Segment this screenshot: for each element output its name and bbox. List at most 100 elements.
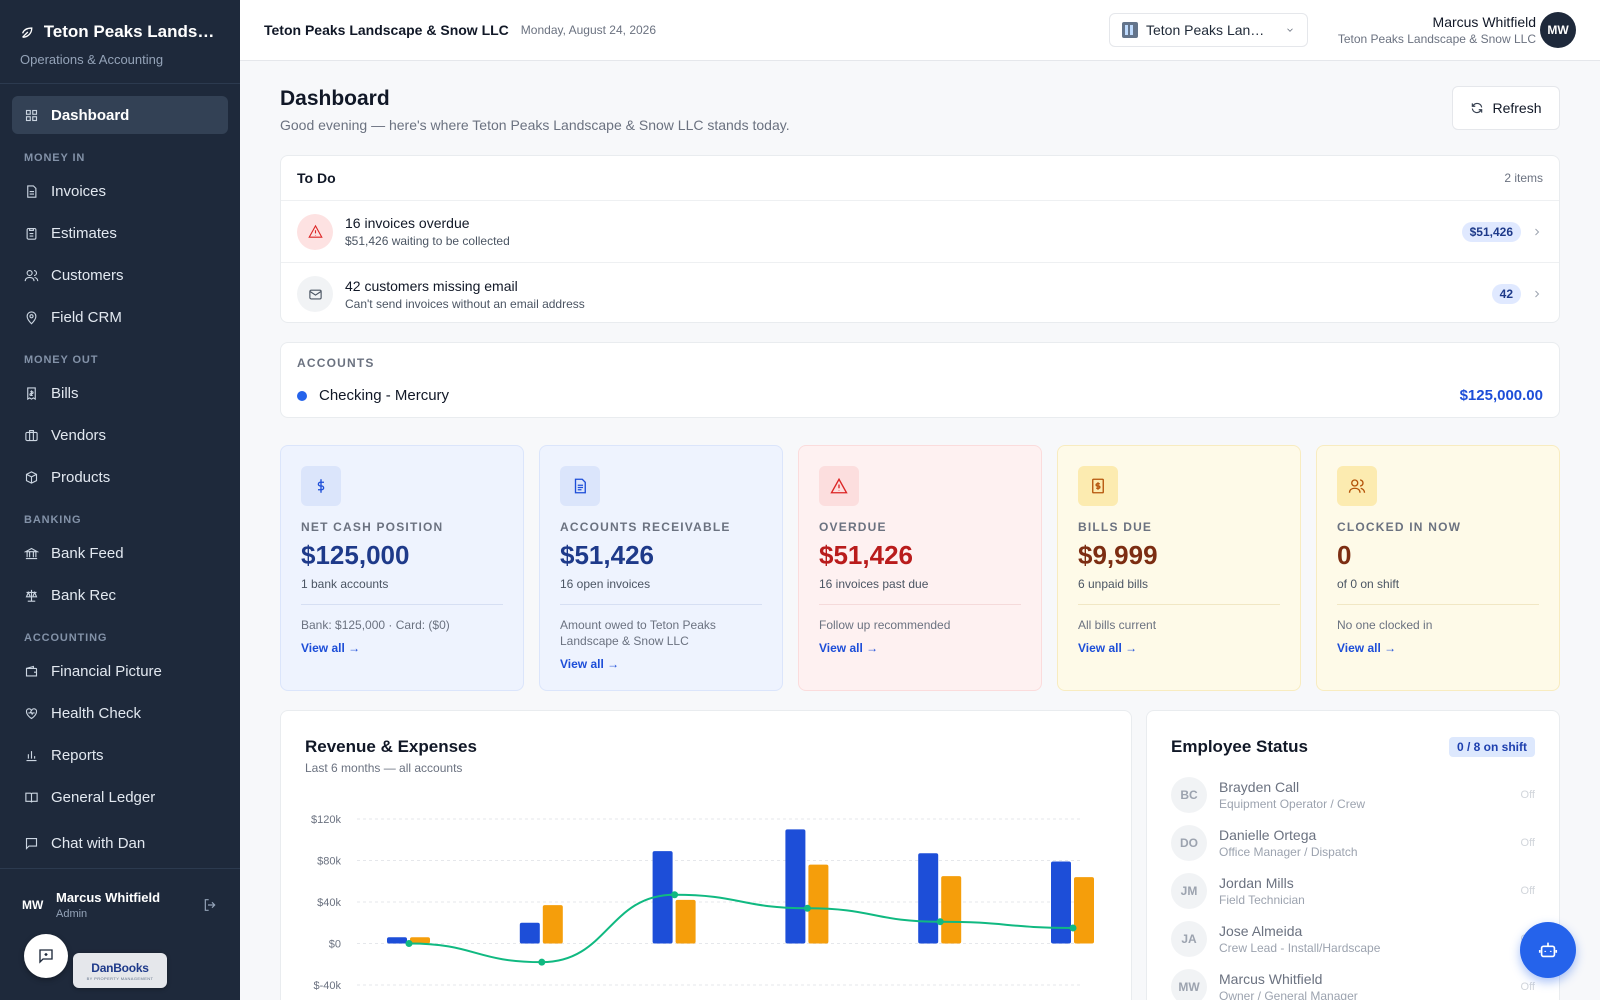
company-select-value: Teton Peaks Landscape & Snow LLC	[1146, 22, 1270, 38]
sidebar-item-products[interactable]: Products	[12, 458, 228, 496]
mail-icon-wrap	[297, 276, 333, 312]
bar-0-0	[387, 937, 407, 944]
todo-card: To Do 2 items 16 invoices overdue $51,42…	[280, 155, 1560, 323]
refresh-button[interactable]: Refresh	[1452, 86, 1560, 130]
page-title: Dashboard	[280, 87, 390, 110]
chevron-down-icon	[1287, 28, 1293, 32]
grid-icon	[25, 109, 38, 121]
y-tick-label: $-40k	[313, 980, 341, 992]
line-point-4	[936, 918, 944, 926]
bar-0-2	[652, 851, 673, 944]
kpi-view-all-link[interactable]: View all →	[1337, 641, 1397, 655]
todo-item-pill: 42	[1491, 284, 1521, 304]
kpi-value: $51,426	[819, 540, 913, 570]
kpi-label: CLOCKED IN NOW	[1337, 520, 1462, 534]
employee-status: Off	[1520, 981, 1535, 993]
employee-status: Off	[1520, 789, 1535, 801]
sidebar-item-label: Customers	[51, 266, 124, 284]
danbooks-tagline: BY PROPERTY MANAGEMENT	[86, 975, 154, 981]
danbooks-badge[interactable]: DanBooks BY PROPERTY MANAGEMENT	[73, 953, 167, 988]
chat-launcher-button[interactable]	[24, 934, 68, 978]
revenue-expenses-card: Revenue & Expenses Last 6 months — all a…	[280, 710, 1132, 1000]
kpi-note: All bills current	[1078, 618, 1157, 632]
nav-section-money-out: MONEY OUT	[24, 354, 99, 366]
todo-item-pill: $51,426	[1461, 221, 1521, 242]
alert-triangle-icon	[830, 477, 848, 494]
kpi-value: $51,426	[560, 540, 654, 570]
main-content: Dashboard Good evening — here's where Te…	[240, 61, 1600, 1000]
y-tick-label: $80k	[317, 856, 341, 868]
kpi-note: Bank: $125,000 · Card: ($0)	[301, 618, 450, 632]
employee-name: Marcus Whitfield	[1219, 971, 1323, 987]
todo-item-overdue[interactable]: 16 invoices overdue $51,426 waiting to b…	[281, 201, 1559, 263]
sidebar-item-customers[interactable]: Customers	[12, 256, 228, 294]
message-square-icon	[25, 837, 38, 850]
sidebar-item-general-ledger[interactable]: General Ledger	[12, 778, 228, 816]
sidebar-item-bank-rec[interactable]: Bank Rec	[12, 576, 228, 614]
receipt-icon	[27, 386, 36, 400]
employee-role: Office Manager / Dispatch	[1219, 845, 1358, 859]
sidebar-item-label: Dashboard	[51, 106, 130, 124]
sidebar-item-chat-with-dan[interactable]: Chat with Dan	[12, 824, 228, 862]
alert-triangle-icon	[307, 224, 323, 238]
todo-item-missing-email[interactable]: 42 customers missing email Can't send in…	[281, 263, 1559, 325]
sidebar-item-vendors[interactable]: Vendors	[12, 416, 228, 454]
sidebar-item-label: Chat with Dan	[51, 834, 146, 852]
heart-pulse-icon	[25, 707, 38, 719]
sidebar-item-dashboard[interactable]: Dashboard	[12, 96, 228, 134]
sidebar-item-label: Financial Picture	[51, 662, 162, 680]
kpi-accounts-receivable: ACCOUNTS RECEIVABLE $51,426 16 open invo…	[539, 445, 783, 691]
sidebar-item-bills[interactable]: Bills	[12, 374, 228, 412]
sidebar-item-field-crm[interactable]: Field CRM	[12, 298, 228, 336]
brand: Teton Peaks Landscape & Snow LLC Operati…	[0, 0, 240, 84]
assistant-button[interactable]	[1520, 922, 1576, 978]
employee-status-title: Employee Status	[1171, 737, 1308, 756]
kpi-clocked-in: CLOCKED IN NOW 0 of 0 on shift No one cl…	[1316, 445, 1560, 691]
employee-row[interactable]: JA Jose Almeida Crew Lead - Install/Hards…	[1171, 915, 1535, 963]
avatar[interactable]: MW	[1540, 12, 1576, 48]
account-row[interactable]: Checking - Mercury $125,000.00	[297, 387, 1543, 404]
employee-row[interactable]: BC Brayden Call Equipment Operator / Crew…	[1171, 771, 1535, 819]
kpi-sub: of 0 on shift	[1337, 577, 1400, 591]
sidebar-item-reports[interactable]: Reports	[12, 736, 228, 774]
kpi-view-all-link[interactable]: View all →	[560, 657, 620, 671]
employee-row[interactable]: DO Danielle Ortega Office Manager / Dispa…	[1171, 819, 1535, 867]
kpi-view-all-link[interactable]: View all →	[819, 641, 879, 655]
kpi-note: No one clocked in	[1337, 618, 1433, 632]
sidebar-item-bank-feed[interactable]: Bank Feed	[12, 534, 228, 572]
kpi-view-all-link[interactable]: View all →	[301, 641, 361, 655]
kpi-sub: 16 open invoices	[560, 577, 651, 591]
sidebar-item-label: Vendors	[51, 426, 107, 444]
bar-1-3	[808, 864, 829, 944]
sidebar-item-financial-picture[interactable]: Financial Picture	[12, 652, 228, 690]
clipboard-icon	[26, 227, 37, 240]
sidebar-item-health-check[interactable]: Health Check	[12, 694, 228, 732]
briefcase-icon	[25, 429, 38, 441]
logout-icon[interactable]	[202, 897, 218, 913]
danbooks-logo: DanBooks	[91, 960, 149, 975]
kpi-sub: 1 bank accounts	[301, 577, 389, 591]
users-icon	[24, 269, 39, 281]
kpi-sub: 6 unpaid bills	[1078, 577, 1149, 591]
dollar-icon	[317, 479, 325, 493]
todo-item-sub: $51,426 waiting to be collected	[345, 234, 510, 248]
header-date: Monday, August 24, 2026	[520, 23, 657, 37]
sidebar-item-invoices[interactable]: Invoices	[12, 172, 228, 210]
employee-status: Off	[1520, 885, 1535, 897]
brand-subtitle: Operations & Accounting	[20, 52, 164, 67]
kpi-view-all-link[interactable]: View all →	[1078, 641, 1138, 655]
employee-row[interactable]: JM Jordan Mills Field Technician Off	[1171, 867, 1535, 915]
employee-avatar: JM	[1171, 873, 1207, 909]
mail-icon	[308, 289, 322, 299]
bar-chart-icon	[26, 750, 37, 761]
employee-row[interactable]: MW Marcus Whitfield Owner / General Manag…	[1171, 963, 1535, 1000]
company-select[interactable]: Teton Peaks Landscape & Snow LLC	[1109, 13, 1308, 47]
employee-avatar: BC	[1171, 777, 1207, 813]
header-user-company: Teton Peaks Landscape & Snow LLC	[1337, 32, 1536, 46]
accounts-card: ACCOUNTS Checking - Mercury $125,000.00	[280, 342, 1560, 418]
receipt-icon	[1092, 478, 1104, 494]
user-initials: MW	[22, 897, 44, 912]
chat-icon	[39, 949, 53, 964]
sidebar-item-estimates[interactable]: Estimates	[12, 214, 228, 252]
y-tick-label: $40k	[317, 897, 341, 909]
